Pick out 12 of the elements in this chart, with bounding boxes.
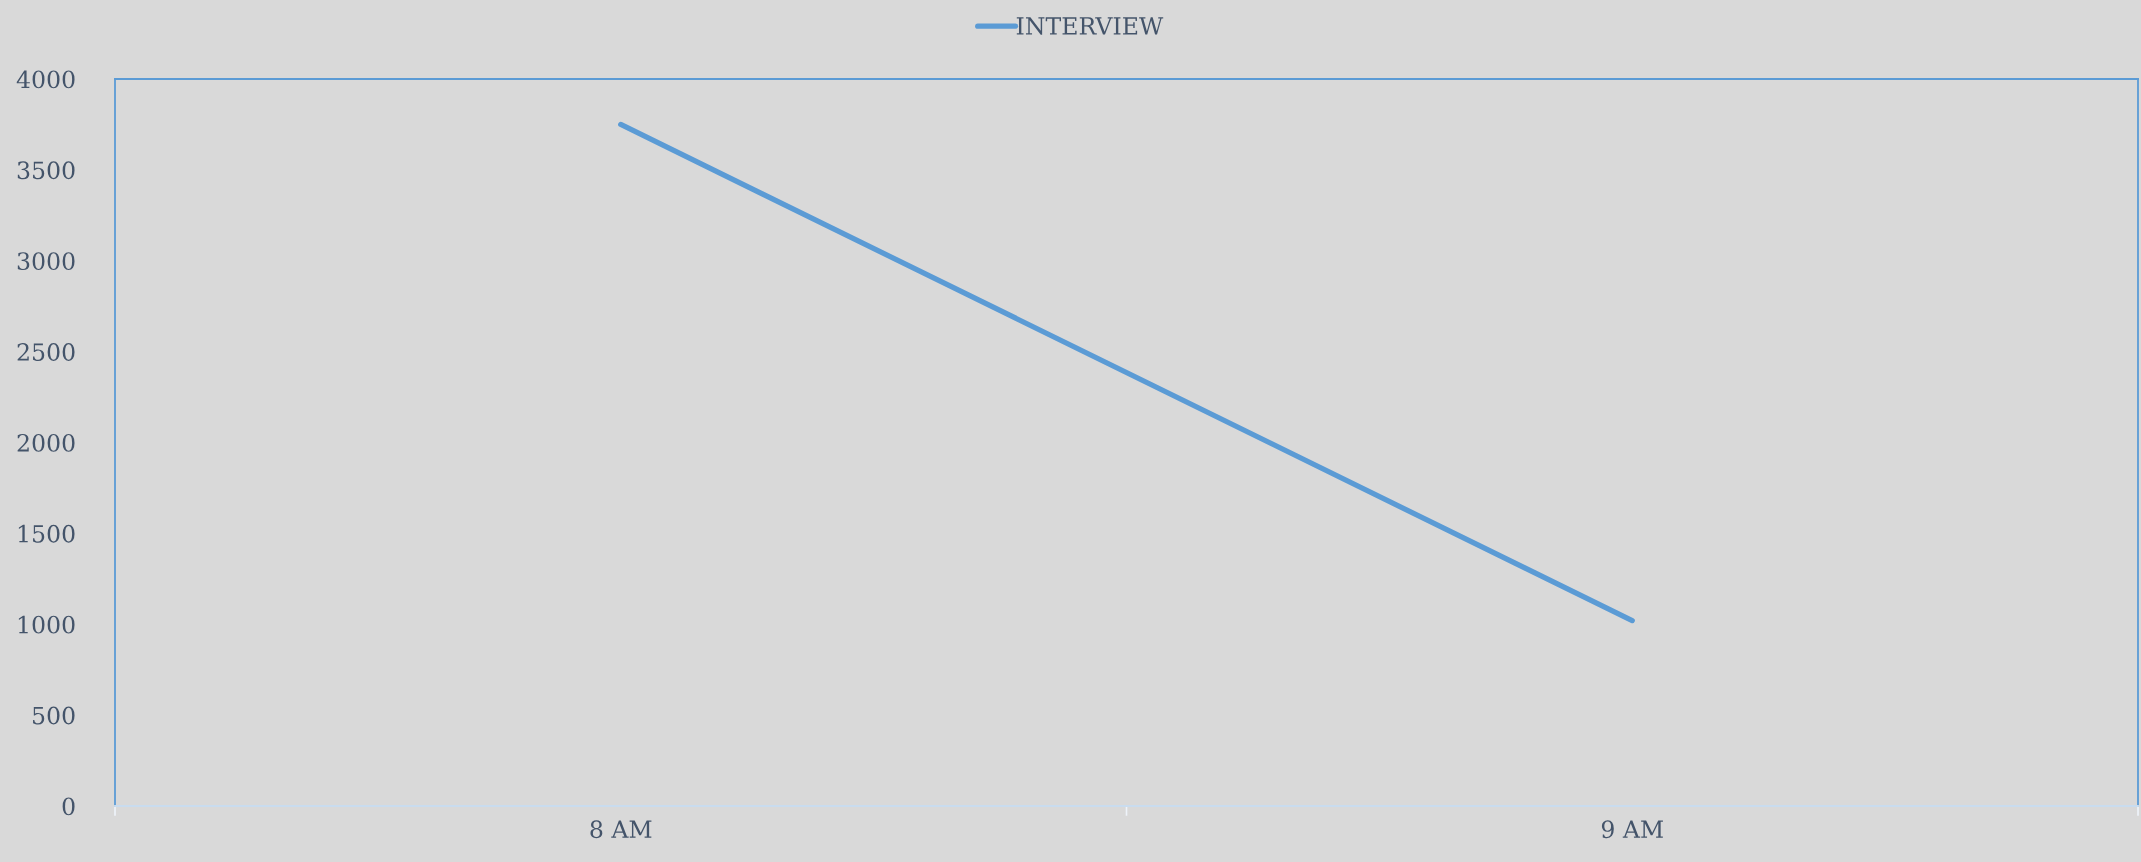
y-tick-label: 0 [62, 797, 75, 816]
x-tick-label: 9 AM [1601, 820, 1663, 839]
y-tick-label: 1000 [18, 615, 75, 634]
y-tick-label: 4000 [16, 70, 75, 89]
x-tick-label: 8 AM [590, 820, 652, 839]
y-tick-label: 3500 [17, 161, 75, 180]
y-tick-label: 500 [33, 706, 75, 725]
legend-label: INTERVIEW [1016, 17, 1164, 35]
y-tick-label: 2500 [17, 343, 75, 361]
y-tick-label: 2000 [17, 433, 75, 452]
y-tick-label: 3000 [17, 252, 75, 271]
y-tick-label: 1500 [18, 524, 75, 543]
